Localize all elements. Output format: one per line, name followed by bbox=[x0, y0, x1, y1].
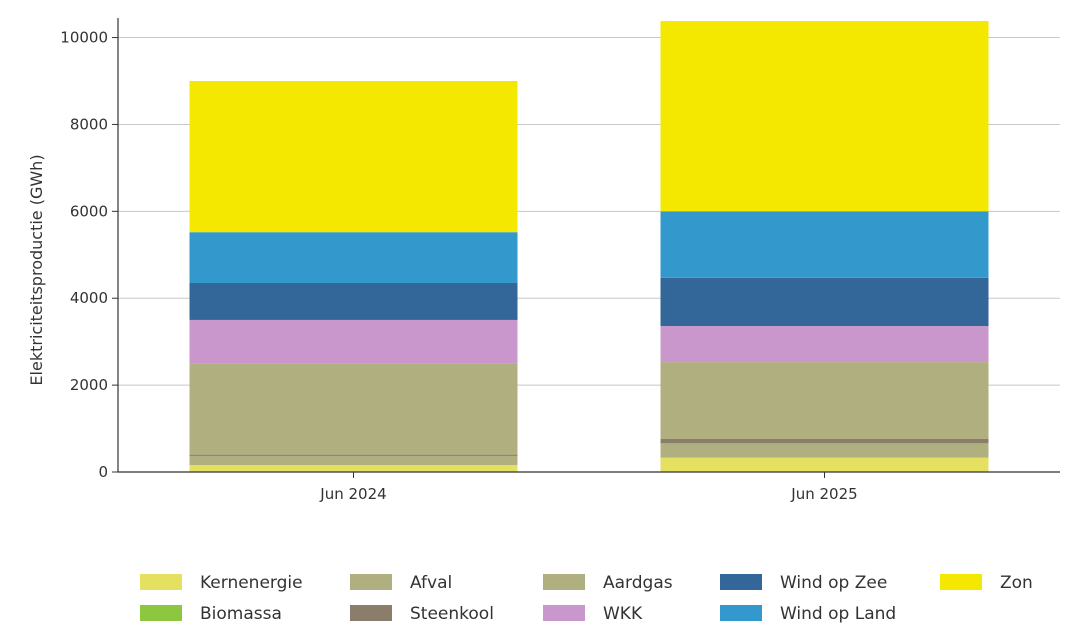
x-category-label: Jun 2024 bbox=[319, 485, 386, 503]
legend-swatch bbox=[350, 574, 392, 590]
legend-label: Biomassa bbox=[200, 604, 282, 624]
legend-swatch bbox=[543, 574, 585, 590]
y-tick-labels: 0 2000 4000 6000 8000 10000 bbox=[60, 29, 108, 481]
legend-swatch bbox=[140, 605, 182, 621]
y-axis-title: Elektriciteitsproductie (GWh) bbox=[27, 154, 46, 385]
legend-swatch bbox=[720, 605, 762, 621]
x-category-labels: Jun 2024 Jun 2025 bbox=[319, 472, 858, 503]
bar-segment-kernenergie bbox=[189, 465, 518, 472]
legend-swatch bbox=[350, 605, 392, 621]
y-tick-label: 2000 bbox=[70, 376, 108, 394]
y-tick-label: 4000 bbox=[70, 289, 108, 307]
legend-swatch bbox=[140, 574, 182, 590]
bar-segment-steenkool bbox=[189, 454, 518, 456]
legend-label: Wind op Zee bbox=[780, 573, 887, 593]
bar-segment-afval bbox=[189, 455, 518, 466]
y-tick-label: 8000 bbox=[70, 115, 108, 133]
bar-segment-kernenergie bbox=[660, 457, 989, 472]
legend-label: Steenkool bbox=[410, 604, 494, 624]
bar-segment-zon bbox=[189, 80, 518, 233]
bars bbox=[189, 21, 989, 472]
bar-segment-zon bbox=[660, 21, 989, 212]
legend-label: Afval bbox=[410, 573, 452, 593]
legend-label: Zon bbox=[1000, 573, 1033, 593]
bar-segment-steenkool bbox=[660, 438, 989, 444]
bar-segment-wind-op-zee bbox=[660, 277, 989, 327]
y-tick-label: 10000 bbox=[60, 29, 108, 47]
bar-segment-wind-op-land bbox=[189, 232, 518, 284]
bar-segment-wind-op-zee bbox=[189, 283, 518, 320]
legend-label: Aardgas bbox=[603, 573, 673, 593]
bar-segment-wkk bbox=[189, 319, 518, 364]
legend: Kernenergie Afval Aardgas Wind op Zee Zon Bio… bbox=[140, 573, 1033, 624]
legend-label: Kernenergie bbox=[200, 573, 303, 593]
bar-segment-aardgas bbox=[189, 363, 518, 455]
legend-swatch bbox=[940, 574, 982, 590]
legend-label: WKK bbox=[603, 604, 643, 624]
axes bbox=[117, 18, 1060, 473]
y-tick-label: 6000 bbox=[70, 202, 108, 220]
bar-segment-afval bbox=[660, 443, 989, 458]
bar-segment-wkk bbox=[660, 326, 989, 363]
bar-segment-aardgas bbox=[660, 362, 989, 439]
bar-segment-wind-op-land bbox=[660, 211, 989, 278]
x-category-label: Jun 2025 bbox=[790, 485, 857, 503]
legend-label: Wind op Land bbox=[780, 604, 896, 624]
legend-swatch bbox=[720, 574, 762, 590]
y-tick-label: 0 bbox=[98, 463, 108, 481]
legend-swatch bbox=[543, 605, 585, 621]
